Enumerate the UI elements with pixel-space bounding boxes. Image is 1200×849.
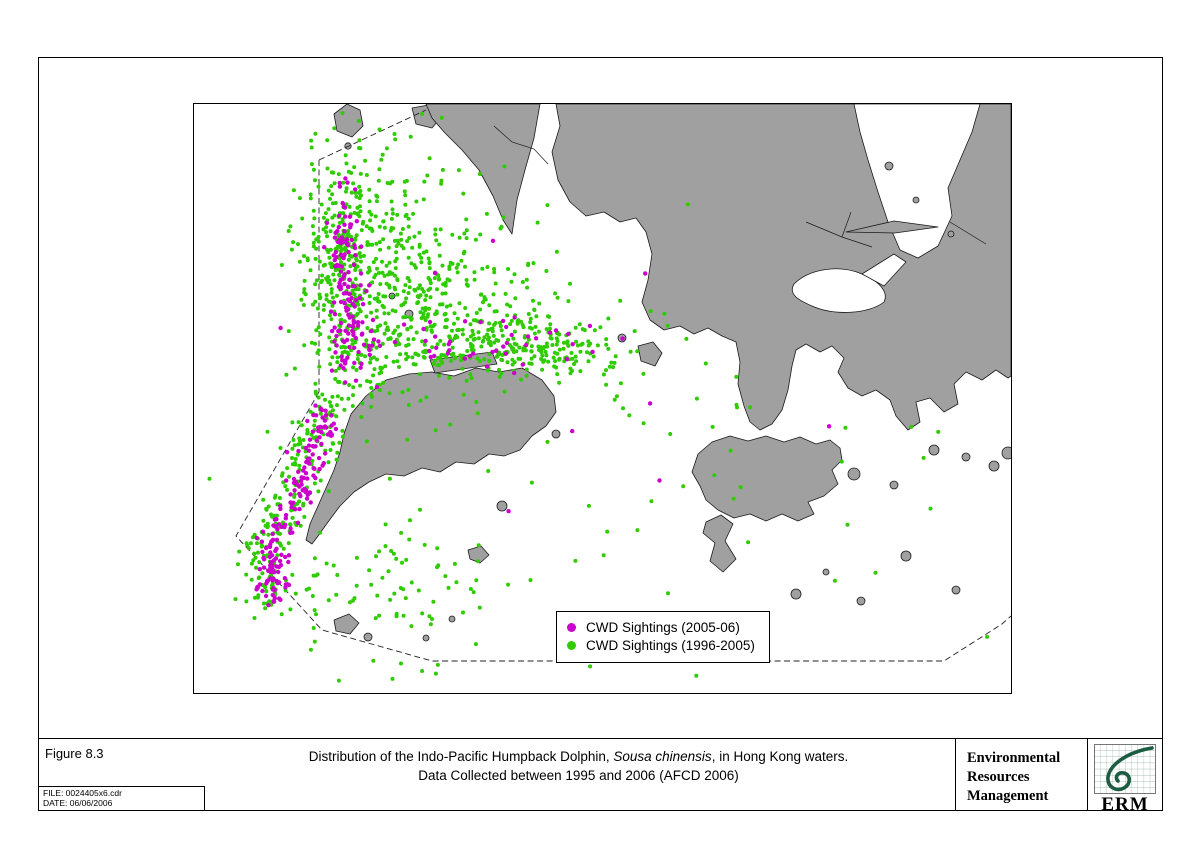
caption-strip: Figure 8.3 FILE: 0024405x6.cdr DATE: 06/… <box>39 738 1162 815</box>
magenta-dot-icon <box>567 623 576 632</box>
island <box>951 585 961 595</box>
green-dot-icon <box>567 641 576 650</box>
island <box>900 550 912 562</box>
sightings-1996-2005-dots <box>207 111 990 683</box>
island <box>847 467 861 481</box>
mirs-bay-water <box>853 104 981 259</box>
erm-logo-text: ERM <box>1101 794 1149 815</box>
date-label: DATE: 06/06/2006 <box>43 797 113 808</box>
figure-title: Distribution of the Indo-Pacific Humpbac… <box>201 749 956 764</box>
island <box>884 161 894 171</box>
legend-item-2005-06: CWD Sightings (2005-06) <box>567 620 755 635</box>
landmass-hong-kong-island <box>691 435 843 522</box>
title-species-italic: Sousa chinensis <box>613 749 712 764</box>
legend-label: CWD Sightings (2005-06) <box>586 620 740 635</box>
figure-frame: CWD Sightings (2005-06) CWD Sightings (1… <box>38 57 1163 815</box>
landmasses <box>305 104 1011 642</box>
legend-item-1996-2005: CWD Sightings (1996-2005) <box>567 638 755 653</box>
caption-right-cell: Environmental Resources Management <box>955 739 1162 815</box>
island <box>912 196 920 204</box>
island-lamma <box>702 514 737 573</box>
company-name: Environmental Resources Management <box>967 749 1060 806</box>
island <box>448 615 456 623</box>
figure-number: Figure 8.3 <box>45 746 104 761</box>
tolo-harbour-water <box>791 268 886 313</box>
figure-subtitle: Data Collected between 1995 and 2006 (AF… <box>418 768 739 783</box>
island <box>551 429 561 439</box>
island <box>1001 446 1011 460</box>
landmass-mainland-west <box>425 104 541 235</box>
island <box>856 596 866 606</box>
island <box>496 500 508 512</box>
island <box>422 634 430 642</box>
landmass-lantau <box>305 367 557 545</box>
title-text: , in Hong Kong waters. <box>711 749 849 764</box>
map-box: CWD Sightings (2005-06) CWD Sightings (1… <box>193 103 1012 694</box>
island <box>947 230 955 238</box>
legend-label: CWD Sightings (1996-2005) <box>586 638 755 653</box>
erm-logo-cell: ERM <box>1087 739 1162 815</box>
island <box>790 588 802 600</box>
island <box>889 480 899 490</box>
title-text: Distribution of the Indo-Pacific Humpbac… <box>308 749 614 764</box>
island <box>928 444 940 456</box>
company-name-line: Management <box>967 787 1049 804</box>
tolo-channel-water <box>861 253 907 287</box>
file-info-box: FILE: 0024405x6.cdr DATE: 06/06/2006 <box>39 786 205 810</box>
erm-logo-icon <box>1094 744 1156 794</box>
island <box>363 632 373 642</box>
caption-left-cell: Figure 8.3 FILE: 0024405x6.cdr DATE: 06/… <box>39 739 205 810</box>
sightings-2005-06-dots <box>254 176 832 608</box>
island <box>333 613 360 635</box>
map-legend: CWD Sightings (2005-06) CWD Sightings (1… <box>556 611 770 663</box>
caption-title-cell: Distribution of the Indo-Pacific Humpbac… <box>201 739 956 810</box>
island <box>637 341 663 367</box>
hong-kong-map <box>207 104 1011 683</box>
company-name-line: Environmental <box>967 750 1061 766</box>
island <box>822 568 830 576</box>
erm-swoosh-icon <box>1106 746 1154 792</box>
island <box>845 220 939 234</box>
island <box>988 460 1000 472</box>
file-label: FILE: 0024405x6.cdr <box>43 788 122 798</box>
map-detail-lines <box>493 125 987 248</box>
island <box>961 452 971 462</box>
company-name-line: Resources <box>967 768 1030 785</box>
